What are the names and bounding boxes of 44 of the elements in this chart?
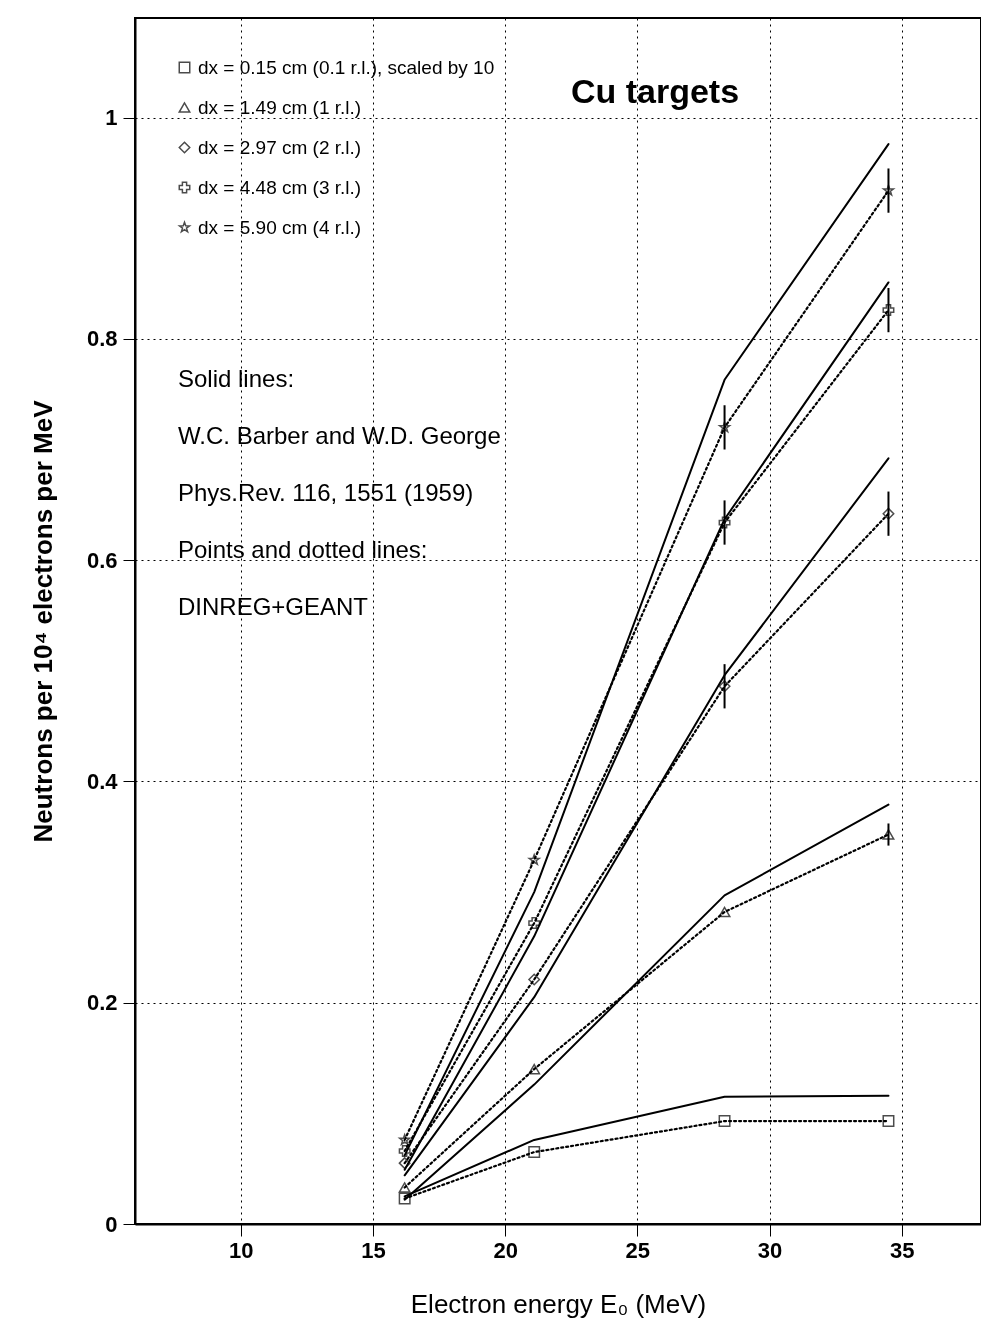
point: [718, 906, 731, 918]
x-axis-title: Electron energy E₀ (MeV): [410, 1288, 707, 1319]
point: [398, 1182, 411, 1193]
text: Cu targets: [570, 72, 740, 110]
legend-label: dx = 4.48 cm (3 r.l.): [198, 176, 362, 198]
x-tick-label: 25: [625, 1237, 651, 1263]
y-tick-label: 0: [105, 1211, 118, 1237]
x-tick-label: 20: [493, 1237, 518, 1263]
y-tick-label: 0.2: [86, 990, 118, 1016]
y-tick-label: 0.6: [86, 547, 118, 573]
y-tick-label: 0.4: [86, 768, 119, 794]
annotation: Phys.Rev. 116, 1551 (1959): [178, 479, 474, 506]
legend-label: dx = 0.15 cm (0.1 r.l.), scaled by 10: [198, 56, 495, 78]
point: [528, 917, 541, 930]
x-tick-label: 15: [361, 1237, 386, 1263]
point: [398, 1192, 411, 1205]
x-tick-label: 30: [757, 1237, 783, 1263]
point: [718, 1115, 731, 1128]
legend-label: dx = 2.97 cm (2 r.l.): [198, 136, 362, 158]
point: [528, 1063, 541, 1075]
annotation: Solid lines:: [178, 365, 295, 392]
point: [882, 507, 895, 520]
annotation: DINREG+GEANT: [178, 593, 369, 620]
point: [718, 421, 731, 433]
point: [718, 516, 731, 529]
x-tick-label: 35: [889, 1237, 915, 1263]
legend-label: dx = 5.90 cm (4 r.l.): [198, 216, 362, 238]
point: [882, 304, 895, 317]
legend-label: dx = 1.49 cm (1 r.l.): [198, 96, 362, 118]
point: [882, 184, 895, 196]
point: [528, 973, 541, 986]
annotation: Points and dotted lines:: [178, 536, 428, 563]
y-axis-title: Neutrons per 10⁴ electrons per MeV: [27, 399, 58, 843]
point: [398, 1133, 411, 1145]
point: [528, 1146, 541, 1159]
annotation: W.C. Barber and W.D. George: [178, 422, 501, 449]
x-tick-label: 10: [229, 1237, 254, 1263]
point: [398, 1144, 411, 1157]
y-tick-label: 1: [105, 105, 118, 131]
y-tick-label: 0.8: [86, 326, 118, 352]
point: [882, 1115, 895, 1128]
point: [882, 829, 895, 840]
point: [398, 1157, 411, 1170]
point: [718, 680, 731, 693]
